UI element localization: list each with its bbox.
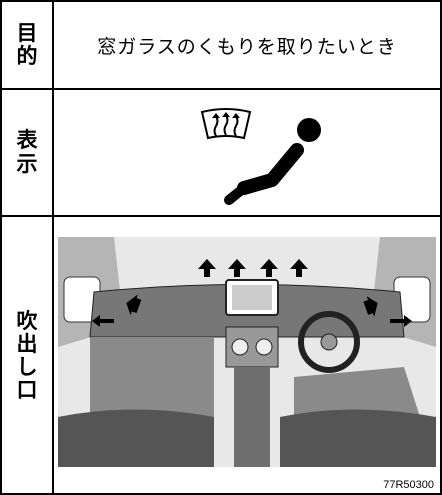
row: 目的 窓ガラスのくもりを取りたいとき: [2, 2, 440, 90]
row-header: 吹出し口: [2, 217, 54, 493]
row: 吹出し口: [2, 217, 440, 493]
dashboard-illustration: [58, 237, 436, 467]
row: 表示: [2, 90, 440, 217]
header-text: 表示: [16, 128, 38, 176]
header-text: 吹出し口: [16, 308, 38, 403]
defroster-icon: [200, 108, 321, 205]
purpose-text: 窓ガラスのくもりを取りたいとき: [97, 35, 397, 58]
figure-code: 77R50300: [383, 479, 434, 491]
vent-cell: 77R50300: [54, 217, 440, 493]
row-header: 表示: [2, 90, 54, 215]
header-text: 目的: [16, 20, 38, 68]
indicator-cell: [54, 90, 440, 215]
row-header: 目的: [2, 2, 54, 88]
